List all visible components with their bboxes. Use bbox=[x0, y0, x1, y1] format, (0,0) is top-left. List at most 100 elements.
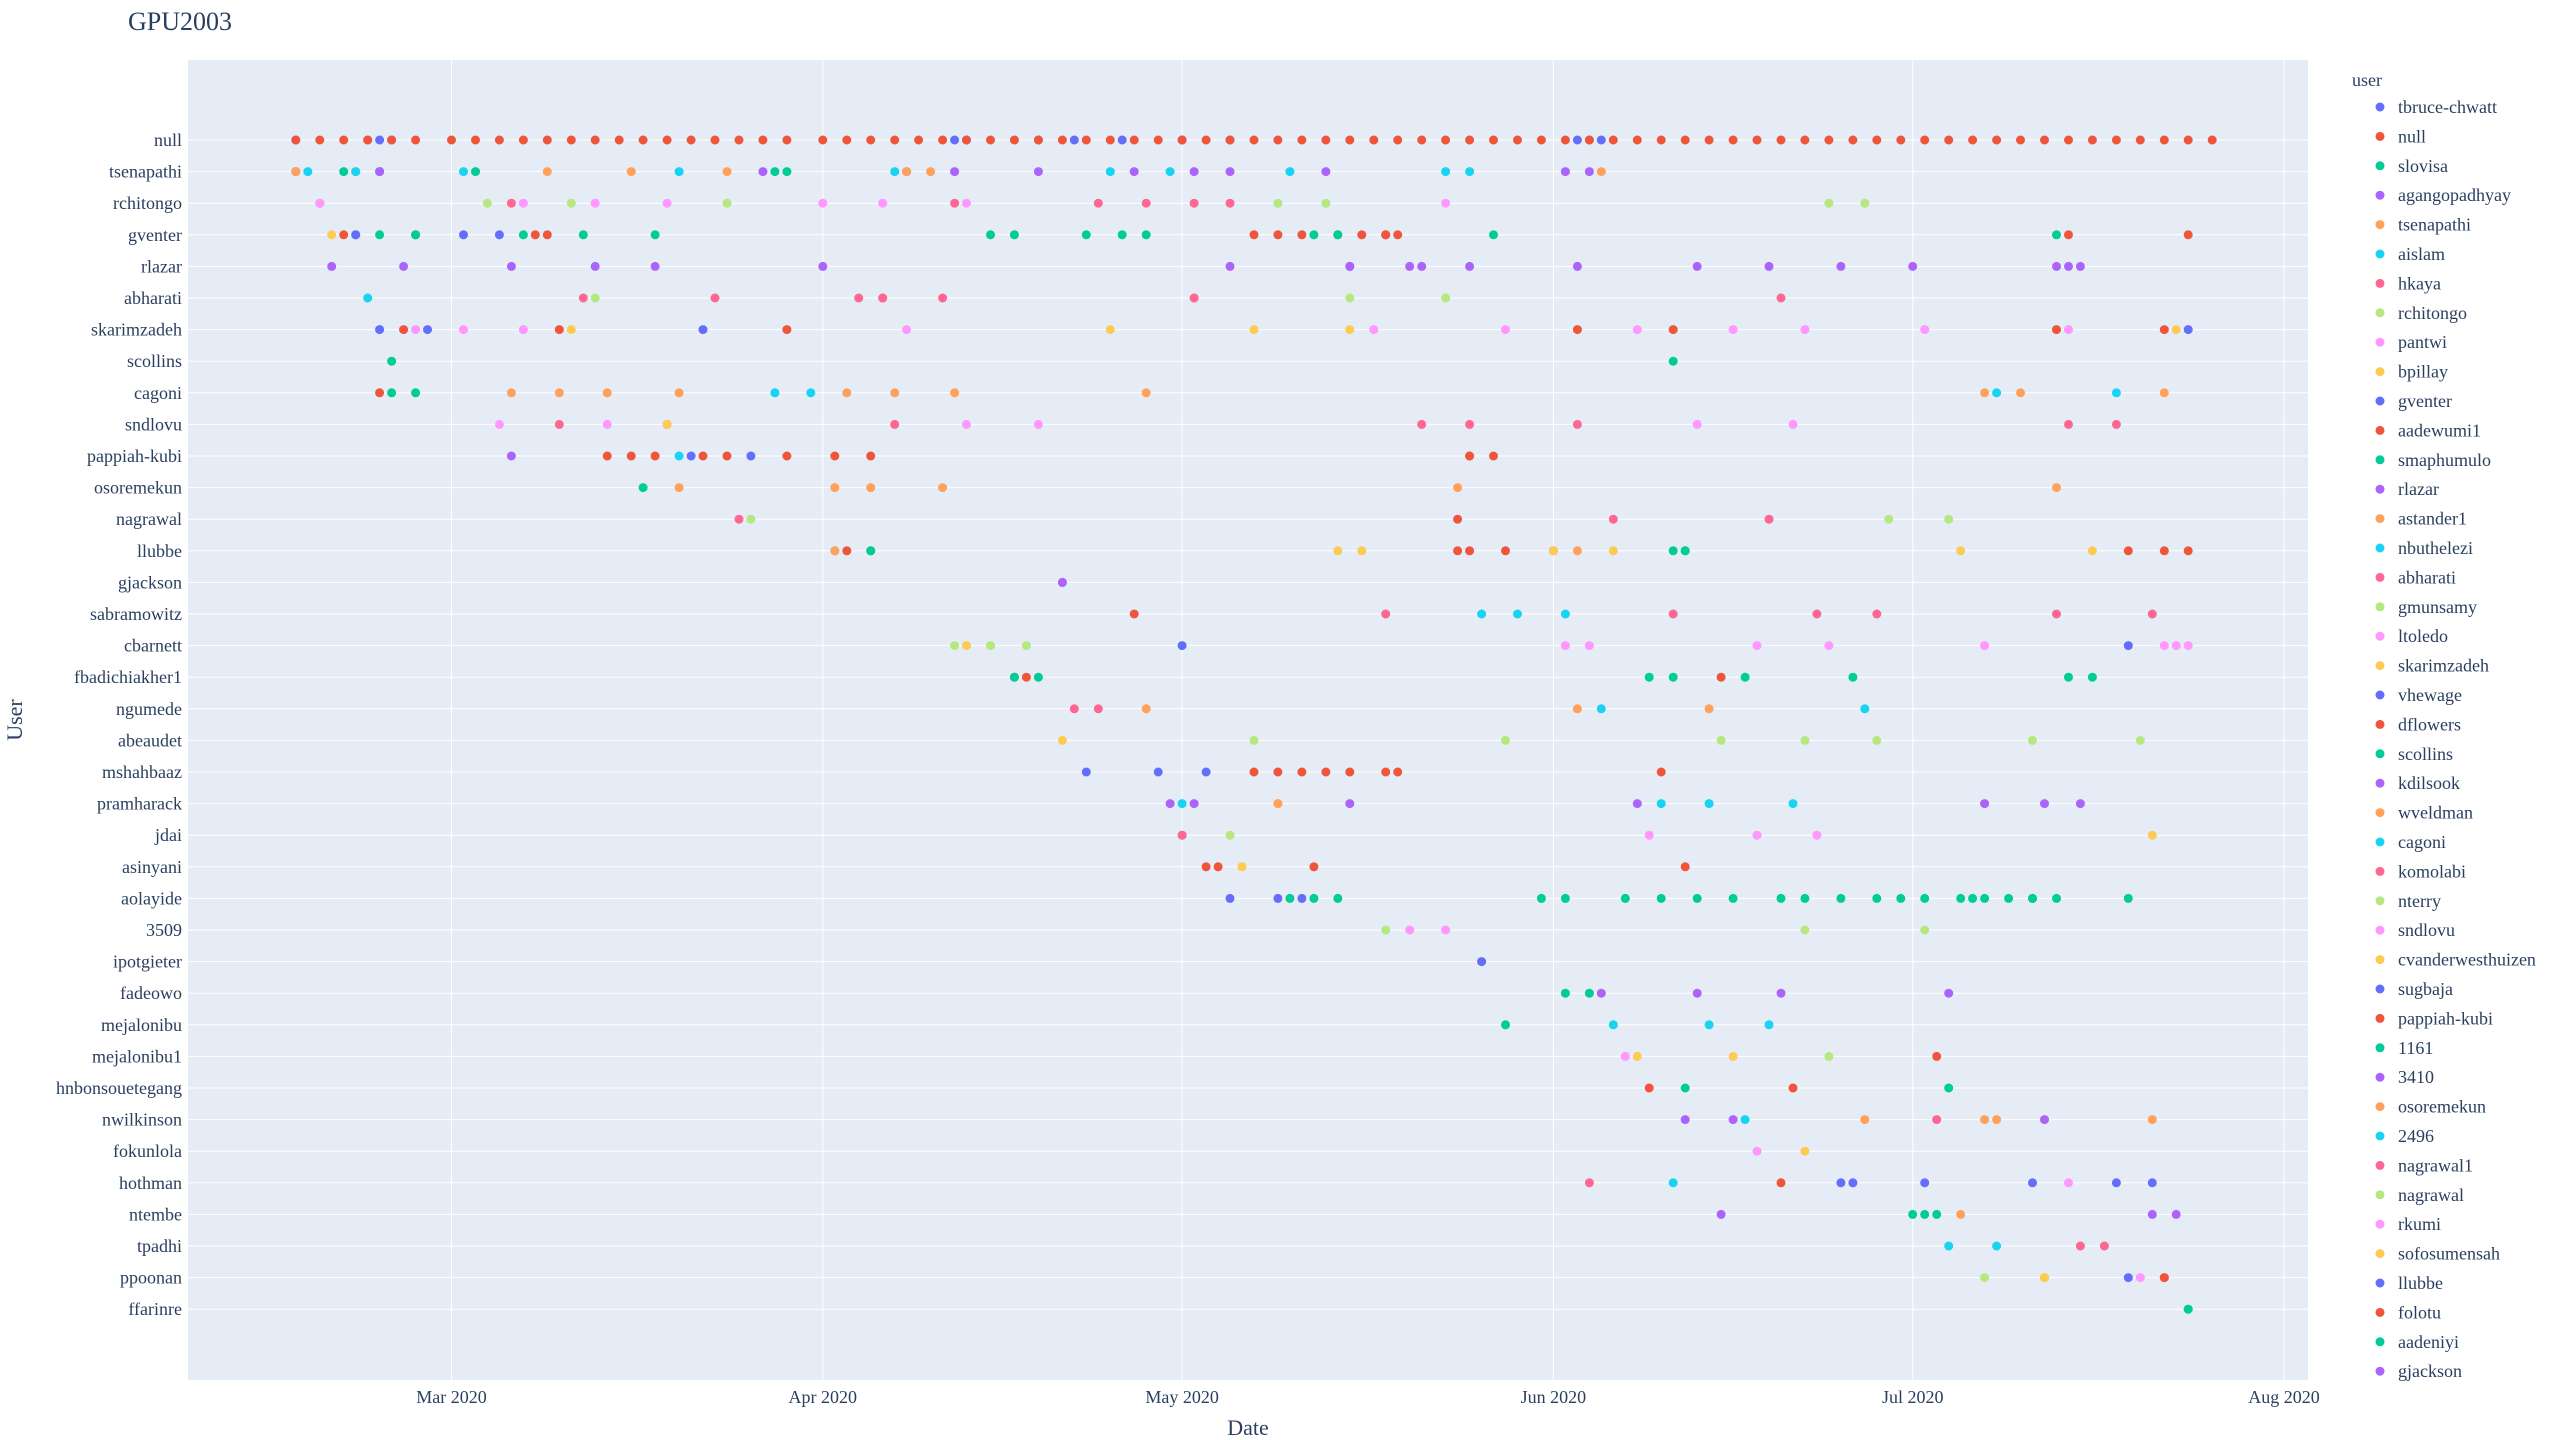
y-tick-label: ffarinre bbox=[128, 1299, 182, 1319]
data-point bbox=[1105, 325, 1115, 335]
data-point bbox=[818, 135, 828, 145]
data-point bbox=[1165, 167, 1175, 177]
data-point bbox=[1824, 641, 1834, 651]
data-point bbox=[2052, 230, 2061, 240]
data-point bbox=[1644, 1083, 1654, 1093]
data-point bbox=[1153, 135, 1163, 145]
data-point bbox=[1728, 135, 1738, 145]
legend-label: rkumi bbox=[2398, 1214, 2441, 1234]
data-point bbox=[1848, 672, 1858, 682]
legend-marker bbox=[2375, 190, 2385, 200]
data-point bbox=[1572, 546, 1582, 556]
y-tick-label: llubbe bbox=[137, 541, 182, 561]
data-point bbox=[1536, 893, 1546, 903]
data-point bbox=[710, 293, 720, 303]
legend-marker bbox=[2375, 896, 2385, 906]
legend-marker bbox=[2375, 367, 2385, 377]
data-point bbox=[2052, 325, 2061, 335]
legend-label: skarimzadeh bbox=[2398, 656, 2489, 676]
data-point bbox=[1177, 135, 1187, 145]
data-point bbox=[2183, 546, 2193, 556]
data-point bbox=[626, 167, 636, 177]
data-point bbox=[1333, 893, 1343, 903]
data-point bbox=[1776, 1178, 1786, 1188]
data-point bbox=[1956, 546, 1966, 556]
data-point bbox=[1405, 261, 1415, 271]
data-point bbox=[1668, 356, 1678, 366]
data-point bbox=[1021, 641, 1031, 651]
data-point bbox=[1225, 261, 1235, 271]
data-point bbox=[2183, 641, 2193, 651]
data-point bbox=[1692, 988, 1702, 998]
data-point bbox=[1177, 799, 1187, 809]
y-tick-label: cagoni bbox=[134, 383, 182, 403]
data-point bbox=[1501, 325, 1510, 335]
data-point bbox=[542, 167, 552, 177]
x-tick-label: May 2020 bbox=[1145, 1387, 1219, 1407]
chart-title: GPU2003 bbox=[128, 7, 232, 36]
legend-label: sndlovu bbox=[2398, 920, 2455, 940]
data-point bbox=[387, 388, 397, 398]
legend-marker bbox=[2375, 808, 2385, 818]
data-point bbox=[1788, 1083, 1798, 1093]
data-point bbox=[518, 230, 528, 240]
data-point bbox=[2147, 1178, 2157, 1188]
data-point bbox=[1513, 609, 1522, 619]
data-point bbox=[2147, 830, 2157, 840]
data-point bbox=[315, 135, 325, 145]
y-tick-label: pramharack bbox=[97, 794, 182, 814]
legend-label: aadewumi1 bbox=[2398, 420, 2481, 440]
data-point bbox=[1201, 767, 1211, 777]
data-point bbox=[2183, 135, 2193, 145]
data-point bbox=[1584, 167, 1594, 177]
data-point bbox=[1932, 1051, 1942, 1061]
data-point bbox=[1632, 325, 1642, 335]
legend-marker bbox=[2375, 1013, 2385, 1023]
data-point bbox=[1273, 135, 1283, 145]
data-point bbox=[1297, 767, 1307, 777]
legend-label: wveldman bbox=[2398, 803, 2473, 823]
data-point bbox=[1608, 546, 1618, 556]
data-point bbox=[1620, 893, 1630, 903]
legend-marker bbox=[2375, 925, 2385, 935]
data-point bbox=[387, 135, 397, 145]
data-point bbox=[1920, 135, 1930, 145]
data-point bbox=[2052, 483, 2061, 493]
data-point bbox=[1501, 735, 1510, 745]
data-point bbox=[2064, 1178, 2073, 1188]
data-point bbox=[890, 419, 900, 429]
data-point bbox=[1033, 167, 1043, 177]
data-point bbox=[734, 514, 744, 524]
data-point bbox=[518, 198, 528, 208]
data-point bbox=[1632, 799, 1642, 809]
legend-label: astander1 bbox=[2398, 509, 2467, 529]
y-tick-label: abharati bbox=[124, 288, 182, 308]
data-point bbox=[638, 135, 648, 145]
data-point bbox=[1501, 1020, 1510, 1030]
data-point bbox=[710, 135, 720, 145]
data-point bbox=[1141, 388, 1151, 398]
data-point bbox=[722, 451, 732, 461]
data-point bbox=[2159, 388, 2169, 398]
data-point bbox=[327, 261, 337, 271]
data-point bbox=[866, 451, 876, 461]
data-point bbox=[674, 388, 684, 398]
data-point bbox=[758, 135, 768, 145]
data-point bbox=[2183, 230, 2193, 240]
data-point bbox=[399, 261, 409, 271]
data-point bbox=[1201, 862, 1211, 872]
legend-label: 2496 bbox=[2398, 1126, 2434, 1146]
data-point bbox=[1309, 862, 1319, 872]
data-point bbox=[1572, 135, 1582, 145]
y-tick-label: hnbonsouetegang bbox=[56, 1078, 182, 1098]
data-point bbox=[1189, 293, 1199, 303]
data-point bbox=[375, 325, 385, 335]
data-point bbox=[1057, 135, 1067, 145]
data-point bbox=[566, 135, 576, 145]
data-point bbox=[782, 135, 792, 145]
data-point bbox=[1273, 198, 1283, 208]
legend-marker bbox=[2375, 719, 2385, 729]
data-point bbox=[590, 198, 600, 208]
data-point bbox=[1357, 546, 1367, 556]
data-point bbox=[387, 356, 397, 366]
